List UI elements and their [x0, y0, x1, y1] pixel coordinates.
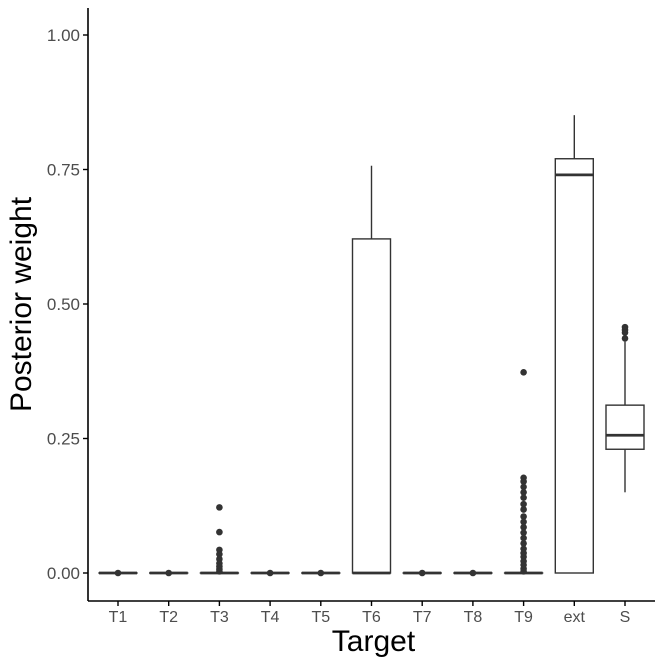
outlier-point	[418, 569, 426, 577]
outlier-point	[216, 568, 223, 575]
x-tick-label-T8: T8	[464, 609, 483, 626]
x-tick-label-T2: T2	[159, 609, 178, 626]
box-T2	[148, 569, 189, 577]
outlier-point	[520, 489, 527, 496]
box-T1	[98, 569, 138, 577]
y-tick-label: 0.00	[47, 564, 80, 583]
outlier-point	[520, 540, 527, 547]
outlier-point	[114, 569, 122, 577]
x-tick-label-T3: T3	[210, 609, 229, 626]
box-T8	[453, 569, 493, 577]
outlier-point	[520, 568, 527, 575]
outlier-point	[216, 550, 223, 558]
y-tick-label: 0.50	[47, 295, 80, 314]
y-tick-label: 0.25	[47, 430, 80, 449]
y-tick-label: 1.00	[47, 26, 80, 45]
x-tick-label-T4: T4	[261, 609, 280, 626]
box-T6	[351, 165, 392, 575]
y-axis-title: Posterior weight	[5, 196, 38, 412]
box-ext	[554, 115, 594, 574]
y-tick-label: 0.75	[47, 161, 80, 180]
x-tick-label-ext: ext	[564, 609, 586, 626]
box-body	[351, 238, 392, 574]
x-tick-label-T7: T7	[413, 609, 432, 626]
box-T7	[402, 569, 442, 577]
box-body	[554, 158, 594, 574]
outlier-point	[317, 569, 325, 577]
boxes-layer	[98, 115, 645, 577]
outlier-point	[469, 569, 477, 577]
outlier-point	[520, 506, 527, 513]
outlier-point	[520, 529, 527, 536]
outlier-point	[520, 483, 527, 491]
x-tick-label-T6: T6	[362, 609, 381, 626]
box-body	[605, 404, 645, 450]
outlier-point	[520, 518, 527, 526]
outlier-point	[520, 523, 527, 531]
x-tick-label-T5: T5	[311, 609, 330, 626]
outlier-point	[520, 500, 527, 508]
box-T5	[301, 569, 341, 577]
box-S	[605, 323, 645, 493]
outlier-point	[165, 569, 172, 577]
outlier-point	[520, 513, 527, 520]
outlier-point	[520, 369, 527, 376]
outlier-point	[266, 569, 274, 577]
outlier-point	[520, 534, 527, 542]
box-T9	[503, 369, 544, 575]
x-axis-title: Target	[332, 625, 416, 658]
outlier-point	[216, 528, 223, 536]
outlier-point	[621, 335, 629, 342]
outlier-point	[520, 478, 527, 485]
box-T3	[199, 504, 240, 575]
outlier-point	[621, 329, 629, 336]
x-tick-label-T9: T9	[514, 609, 533, 626]
x-tick-layer: T1 T2 T3 T4 T5 T6 T7 T8 T9 ext S	[109, 601, 631, 626]
outlier-point	[216, 504, 223, 511]
y-tick-layer: 0.00 0.25 0.50 0.75 1.00	[47, 26, 88, 583]
outlier-point	[520, 494, 527, 501]
x-tick-label-S: S	[620, 609, 631, 626]
box-T4	[250, 569, 290, 577]
x-tick-label-T1: T1	[109, 609, 128, 626]
